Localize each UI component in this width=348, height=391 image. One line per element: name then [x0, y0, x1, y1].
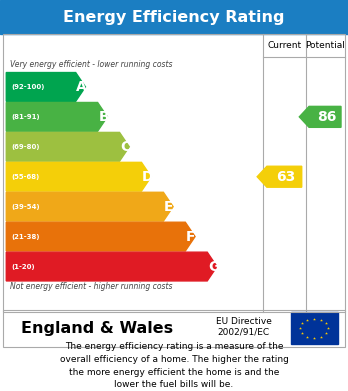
Text: A: A: [76, 80, 87, 94]
Text: (1-20): (1-20): [11, 264, 35, 269]
Polygon shape: [6, 222, 195, 251]
Polygon shape: [6, 252, 217, 281]
Text: C: C: [120, 140, 130, 154]
Text: EU Directive
2002/91/EC: EU Directive 2002/91/EC: [216, 317, 271, 337]
Text: F: F: [186, 230, 196, 244]
Text: Potential: Potential: [305, 41, 345, 50]
Polygon shape: [299, 106, 341, 127]
Text: (81-91): (81-91): [11, 114, 40, 120]
Text: (92-100): (92-100): [11, 84, 45, 90]
Polygon shape: [6, 133, 129, 161]
Text: 86: 86: [317, 110, 337, 124]
Text: England & Wales: England & Wales: [21, 321, 174, 336]
Text: (55-68): (55-68): [11, 174, 40, 180]
Bar: [3, 34, 345, 312]
Text: D: D: [142, 170, 154, 184]
Text: Not energy efficient - higher running costs: Not energy efficient - higher running co…: [10, 282, 172, 291]
Bar: [3, 310, 345, 347]
Text: (69-80): (69-80): [11, 144, 40, 150]
Text: 63: 63: [276, 170, 296, 184]
Text: Current: Current: [267, 41, 301, 50]
Text: (21-38): (21-38): [11, 233, 40, 240]
Polygon shape: [6, 162, 151, 191]
Bar: [0, 0, 348, 34]
Text: (39-54): (39-54): [11, 204, 40, 210]
Text: E: E: [164, 200, 174, 213]
Text: Energy Efficiency Rating: Energy Efficiency Rating: [63, 10, 285, 25]
Bar: [291, 312, 338, 344]
Text: G: G: [208, 260, 219, 274]
Polygon shape: [6, 192, 173, 221]
Text: Very energy efficient - lower running costs: Very energy efficient - lower running co…: [10, 59, 172, 69]
Polygon shape: [6, 73, 85, 101]
Polygon shape: [257, 166, 302, 187]
Text: B: B: [98, 110, 109, 124]
Text: The energy efficiency rating is a measure of the
overall efficiency of a home. T: The energy efficiency rating is a measur…: [60, 342, 288, 389]
Polygon shape: [6, 102, 107, 131]
